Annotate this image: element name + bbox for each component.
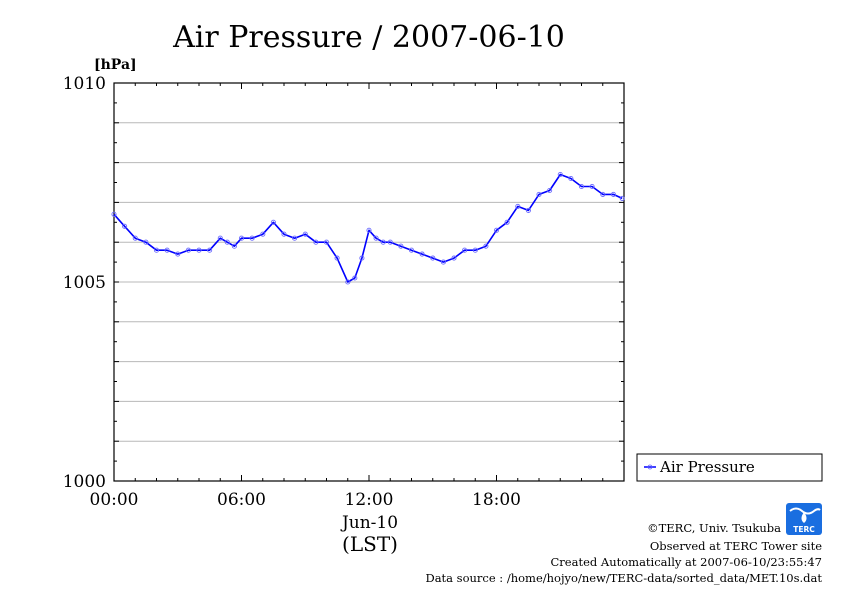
created-timestamp-text: Created Automatically at 2007-06-10/23:5… — [551, 555, 823, 569]
legend-label: Air Pressure — [659, 458, 755, 476]
series-line — [113, 173, 623, 283]
x-tick-label: 06:00 — [217, 490, 266, 510]
data-point — [451, 255, 457, 261]
data-point — [224, 239, 230, 245]
data-point — [440, 259, 446, 265]
data-point — [610, 191, 616, 197]
data-point — [568, 175, 574, 182]
data-point — [175, 251, 181, 257]
data-point — [557, 171, 563, 178]
copyright-text: ©TERC, Univ. Tsukuba — [647, 521, 781, 535]
legend-box — [636, 453, 823, 482]
data-point — [408, 247, 415, 253]
y-axis-unit: [hPa] — [94, 57, 137, 73]
terc-logo: TERC — [786, 503, 822, 535]
droplet-icon — [801, 512, 807, 523]
data-source-text: Data source : /home/hojyo/new/TERC-data/… — [425, 571, 822, 585]
data-point — [504, 219, 510, 225]
data-point — [302, 231, 308, 237]
data-point — [366, 227, 372, 233]
logo-text: TERC — [793, 525, 815, 534]
data-point — [164, 247, 170, 253]
data-point — [380, 239, 386, 245]
data-point — [249, 235, 255, 241]
data-point — [547, 187, 553, 194]
x-tick-label: 18:00 — [472, 490, 521, 510]
data-point — [483, 243, 489, 249]
data-point — [600, 191, 606, 197]
observed-site-text: Observed at TERC Tower site — [650, 539, 822, 553]
y-tick-label: 1005 — [63, 273, 106, 293]
data-point — [493, 227, 500, 233]
data-point — [132, 235, 138, 241]
data-point — [196, 247, 202, 253]
grid-lines — [114, 122, 624, 442]
data-point — [217, 235, 223, 241]
x-tick-label: 00:00 — [90, 490, 139, 510]
axis-ticks — [113, 82, 625, 482]
data-point — [313, 239, 319, 245]
data-point — [462, 247, 468, 253]
data-point — [472, 247, 478, 253]
data-point — [373, 235, 379, 241]
data-point — [143, 239, 149, 245]
data-point — [323, 239, 330, 245]
data-point — [270, 219, 276, 225]
data-point — [122, 223, 128, 229]
legend: Air Pressure — [636, 453, 823, 482]
data-point — [525, 207, 531, 213]
data-point — [231, 243, 237, 249]
chart-title: Air Pressure / 2007-06-10 — [172, 20, 565, 55]
x-axis-label: (LST) — [342, 532, 398, 556]
data-point — [352, 275, 358, 281]
data-point — [619, 195, 625, 201]
data-point — [281, 231, 287, 237]
data-point — [430, 255, 436, 261]
data-point — [536, 191, 542, 197]
data-point — [345, 279, 351, 285]
data-point — [185, 247, 191, 253]
x-tick-label: 12:00 — [345, 490, 394, 510]
data-point — [334, 255, 340, 261]
data-point — [387, 239, 393, 245]
series-air-pressure — [111, 171, 625, 285]
x-axis-date-label: Jun-10 — [340, 513, 398, 533]
data-point — [419, 251, 425, 257]
data-point — [578, 183, 585, 190]
data-point — [238, 235, 245, 241]
data-point — [207, 247, 213, 253]
data-point — [153, 247, 160, 253]
y-tick-label: 1010 — [63, 74, 106, 94]
data-point — [292, 235, 298, 241]
data-point — [398, 243, 404, 249]
data-point — [111, 211, 117, 217]
legend-swatch-marker — [647, 464, 653, 470]
data-point — [589, 183, 595, 190]
y-tick-label: 1000 — [63, 472, 106, 492]
data-point — [515, 203, 521, 209]
data-point — [260, 231, 266, 237]
data-point — [359, 255, 365, 261]
wave-icon — [789, 507, 821, 515]
